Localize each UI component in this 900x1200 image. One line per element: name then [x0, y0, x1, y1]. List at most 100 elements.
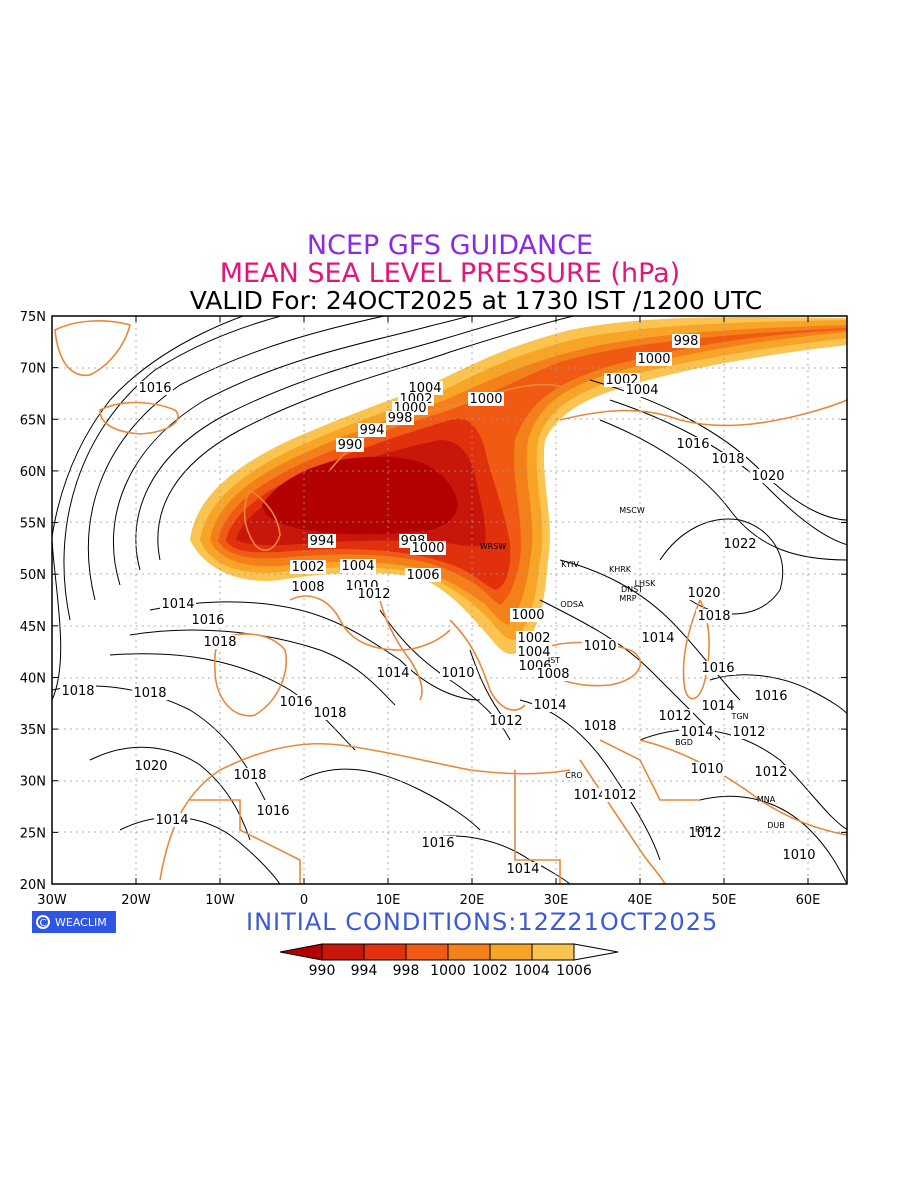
- contour-label-bg: [700, 661, 736, 675]
- contour-label: 1018: [233, 768, 266, 783]
- contour-label: 998: [388, 411, 413, 426]
- contour-label-bg: [657, 709, 693, 723]
- isobar: [113, 316, 472, 586]
- contour-label: 1016: [676, 437, 709, 452]
- contour-label: 1016: [754, 689, 787, 704]
- coastline-arabia: [639, 739, 847, 836]
- contour-label: 1000: [637, 352, 670, 367]
- valid-time: VALID For: 24OCT2025 at 1730 IST /1200 U…: [189, 286, 763, 315]
- colorbar-level: 998: [393, 963, 420, 979]
- isobar: [539, 599, 721, 741]
- contour-label-bg: [602, 788, 638, 802]
- colorbar-swatch: [531, 943, 575, 961]
- colorbar-arrow-left: [279, 943, 323, 961]
- contour-label-bg: [290, 580, 326, 594]
- contour-label: 990: [338, 438, 363, 453]
- contour-label: 1010: [782, 848, 815, 863]
- isobar: [709, 674, 847, 715]
- contour-label-bg: [687, 826, 723, 840]
- contour-label-bg: [440, 666, 476, 680]
- isobar: [299, 768, 481, 831]
- contour-label: 1010: [583, 639, 616, 654]
- city-marker: LHSK: [635, 579, 657, 588]
- contour-label-bg: [410, 541, 446, 555]
- contour-label-bg: [405, 568, 441, 582]
- isobar: [157, 316, 576, 561]
- contour-label: 1020: [751, 469, 784, 484]
- contour-label-bg: [386, 411, 414, 425]
- contour-label-bg: [722, 537, 758, 551]
- lat-label: 75N: [20, 310, 46, 325]
- contour-label-bg: [375, 666, 411, 680]
- lat-label: 50N: [20, 568, 46, 583]
- contour-label: 1004: [625, 383, 658, 398]
- contour-label: 1018: [61, 684, 94, 699]
- contour-label: 1012: [489, 714, 522, 729]
- contour-label: 1010: [690, 762, 723, 777]
- contour-label: 1016: [701, 661, 734, 676]
- colorbar-level: 994: [351, 963, 378, 979]
- contour-label: 1000: [511, 608, 544, 623]
- isobar: [519, 699, 661, 861]
- isobar: [52, 316, 245, 640]
- city-marker: IST: [548, 656, 560, 665]
- contour-label: 1022: [723, 537, 756, 552]
- colorbar-swatch: [489, 943, 533, 961]
- contour-label: 1014: [701, 699, 734, 714]
- contour-label-bg: [488, 714, 524, 728]
- contour-label: 1012: [754, 765, 787, 780]
- contour-label-bg: [753, 689, 789, 703]
- coastline-caspian: [682, 598, 710, 700]
- isobar: [109, 653, 356, 751]
- contour-label: 1000: [411, 541, 444, 556]
- contour-label: 994: [360, 423, 385, 438]
- lon-label: 30W: [37, 893, 67, 908]
- isobar: [149, 601, 481, 701]
- city-marker: MRP: [619, 594, 636, 603]
- contour-label-bg: [60, 684, 96, 698]
- coastline-russia-north: [559, 399, 847, 427]
- contour-label: 1012: [688, 826, 721, 841]
- lat-label: 45N: [20, 620, 46, 635]
- contour-label: 1002: [517, 631, 550, 646]
- lon-label: 20E: [460, 893, 485, 908]
- contour-label-bg: [137, 381, 173, 395]
- colorbar-level: 1004: [514, 963, 550, 979]
- contour-label-bg: [710, 452, 746, 466]
- contour-label-bg: [624, 383, 660, 397]
- city-marker: KYIV: [561, 560, 579, 569]
- contour-label-bg: [468, 392, 504, 406]
- contour-label: 1014: [680, 725, 713, 740]
- contour-label: 1018: [697, 609, 730, 624]
- contour-label: 1012: [732, 725, 765, 740]
- colorbar: 990 994 998 1000 1002 1004 1006: [279, 943, 619, 979]
- contour-label: 1012: [357, 587, 390, 602]
- badge-label: WEACLIM: [55, 915, 107, 929]
- contour-label-bg: [535, 667, 571, 681]
- initial-conditions: INITIAL CONDITIONS:12Z21OCT2025: [246, 908, 719, 936]
- lon-label: 30E: [544, 893, 569, 908]
- contour-label-bg: [336, 438, 364, 452]
- coastline-balkans: [449, 619, 526, 711]
- contour-label: 1016: [138, 381, 171, 396]
- city-marker: TGN: [730, 712, 748, 721]
- contour-label: 1014: [155, 813, 188, 828]
- isobar: [52, 539, 62, 701]
- longitude-labels: 30W 20W 10W 0 10E 20E 30E 40E 50E 60E: [37, 893, 820, 908]
- border-north-africa: [190, 799, 301, 884]
- coastline-britain: [243, 488, 281, 551]
- contour-label-bg: [750, 469, 786, 483]
- contour-label-bg: [753, 765, 789, 779]
- contour-label-bg: [232, 768, 268, 782]
- map-title: NCEP GFS GUIDANCE: [306, 230, 594, 261]
- contour-label: 1016: [279, 695, 312, 710]
- weaclim-logo-icon: C: [36, 915, 50, 929]
- lat-label: 40N: [20, 671, 46, 686]
- contour-label: 1020: [134, 759, 167, 774]
- isobar: [119, 816, 281, 884]
- lon-label: 10E: [376, 893, 401, 908]
- contour-label: 1014: [506, 862, 539, 877]
- isobars: [52, 316, 847, 884]
- contour-label-bg: [582, 639, 618, 653]
